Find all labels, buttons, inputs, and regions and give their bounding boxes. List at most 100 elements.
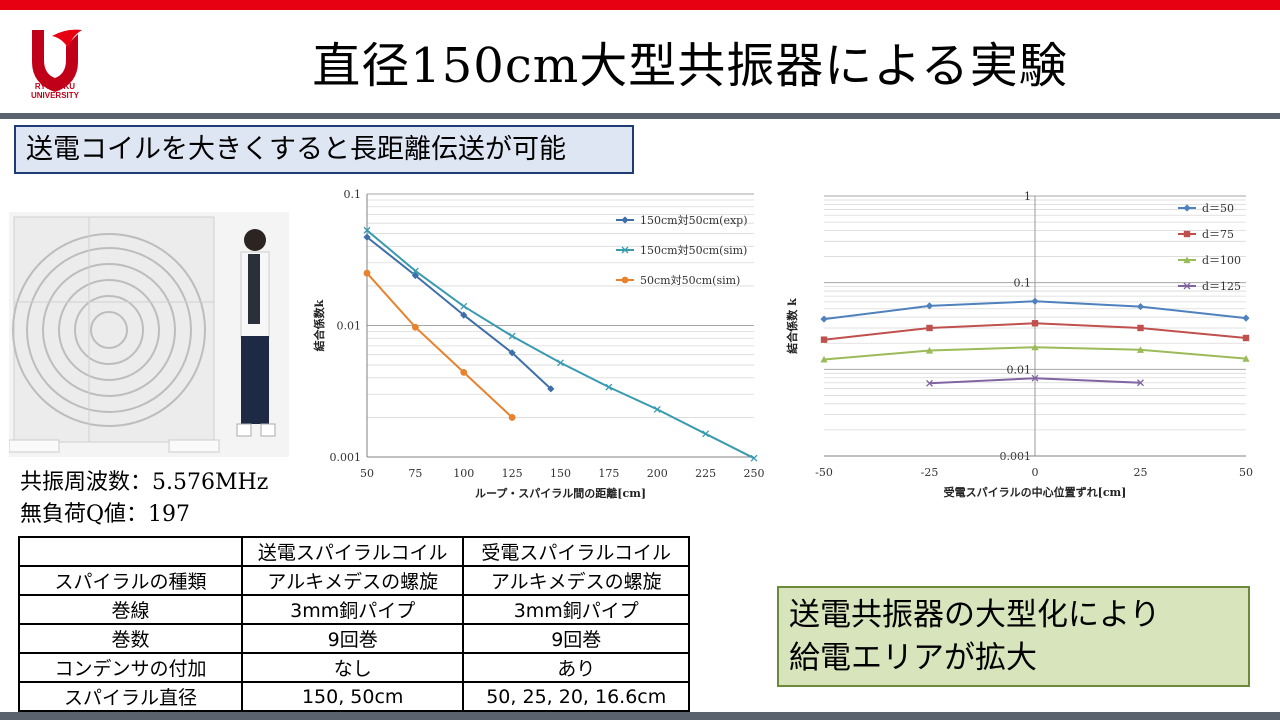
data-point [653, 405, 661, 413]
y-tick-label: 0.1 [344, 188, 362, 201]
conclusion-line-1: 送電共振器の大型化により [789, 597, 1161, 633]
conclusion-line-2: 給電エリアが拡大 [789, 640, 1037, 676]
table-row: 巻数 9回巻 9回巻 [18, 623, 690, 654]
data-point [1137, 324, 1144, 332]
table-cell: 150, 50cm [240, 681, 465, 712]
x-tick-label: 150 [550, 467, 571, 480]
table-row: 巻線 3mm銅パイプ 3mm銅パイプ [18, 594, 690, 625]
coupling-vs-offset-chart: 10.10.010.001-50 -25 0 25 50受電スパイラルの中心位置ずれ[c… [785, 190, 1253, 499]
top-accent-bar [0, 0, 1280, 10]
data-point [1183, 230, 1191, 238]
data-point [1031, 320, 1039, 327]
data-point [460, 368, 468, 376]
x-tick-label: 200 [647, 467, 668, 480]
data-point [460, 302, 468, 310]
data-point [1137, 379, 1144, 387]
table-cell: 受電スパイラルコイル [462, 536, 690, 567]
conclusion-box: 送電共振器の大型化により 給電エリアが拡大 [777, 586, 1250, 687]
table-row: スパイラル直径 150, 50cm 50, 25, 20, 16.6cm [18, 681, 690, 712]
table-cell: 送電スパイラルコイル [240, 536, 465, 567]
table-cell: 巻数 [18, 623, 243, 654]
table-cell: 3mm銅パイプ [462, 594, 690, 625]
y-tick-label: 0.01 [1007, 363, 1032, 376]
university-logo-icon [32, 29, 82, 92]
subtitle-box: 送電コイルを大きくすると長距離伝送が可能 [14, 125, 634, 174]
series-line [366, 272, 513, 419]
logo-caption: RYUKOKU UNIVERSITY [30, 82, 79, 100]
x-tick-label: 0 [1032, 466, 1039, 479]
x-axis-title: ループ・スパイラル間の距離[cm] [475, 486, 646, 500]
data-point [508, 414, 516, 421]
table-cell: 3mm銅パイプ [240, 594, 465, 625]
table-cell: アルキメデスの螺旋 [462, 565, 690, 596]
data-point [1183, 204, 1191, 212]
data-point [1031, 297, 1039, 305]
resonant-frequency: 共振周波数：5.576MHz [20, 470, 269, 495]
legend-label: d＝50 [1202, 202, 1234, 215]
legend-label: d＝100 [1202, 254, 1241, 267]
bottom-bar [0, 712, 1280, 720]
data-point [925, 302, 934, 310]
table-cell: 巻線 [18, 594, 243, 625]
x-tick-label: 100 [453, 467, 474, 480]
x-tick-label: 225 [695, 467, 716, 480]
data-point [411, 267, 419, 275]
table-cell [18, 536, 243, 567]
data-point [621, 246, 629, 254]
series-line [366, 236, 552, 390]
data-point [557, 359, 564, 367]
legend-label: 150cm対50cm(exp) [640, 213, 748, 227]
x-tick-label: 25 [1134, 466, 1148, 479]
x-axis-title: 受電スパイラルの中心位置ずれ[cm] [944, 485, 1127, 499]
coupling-vs-distance-chart: 0.1 0.01 0.001 50 75 100 125 150 175 200 225 250 ループ… [312, 188, 765, 500]
legend-label: d＝125 [1202, 280, 1241, 293]
data-point [621, 276, 629, 284]
data-point [363, 233, 371, 241]
data-point [621, 216, 629, 224]
table-header-row: 送電スパイラルコイル 受電スパイラルコイル [18, 536, 690, 567]
legend-label: 150cm対50cm(sim) [640, 243, 747, 257]
data-point [820, 355, 828, 363]
legend-label: 50cm対50cm(sim) [640, 273, 740, 287]
x-tick-label: 75 [408, 467, 422, 480]
data-point [702, 430, 710, 438]
y-tick-label: 0.01 [337, 320, 362, 333]
table-row: スパイラルの種類 アルキメデスの螺旋 アルキメデスの螺旋 [18, 565, 690, 596]
data-point [363, 226, 371, 234]
table-cell: あり [462, 652, 690, 683]
data-point [1242, 354, 1250, 362]
data-point [926, 379, 933, 387]
data-point [820, 315, 828, 323]
data-point [1242, 334, 1250, 342]
data-point [411, 271, 419, 280]
data-point [460, 311, 468, 319]
resonator-photo [9, 212, 289, 457]
data-point [363, 269, 371, 277]
y-tick-label: 0.001 [330, 451, 362, 464]
data-point [1031, 374, 1039, 382]
data-point [750, 454, 758, 462]
data-point [605, 383, 613, 391]
table-cell: 50, 25, 20, 16.6cm [462, 681, 690, 712]
data-point [1242, 314, 1250, 322]
data-point [926, 324, 933, 332]
data-point [508, 332, 516, 340]
data-point [925, 346, 934, 354]
x-tick-label: -50 [815, 466, 833, 479]
series-line [366, 229, 755, 460]
unloaded-q: 無負荷Q値：197 [20, 502, 191, 527]
table-row: コンデンサの付加 なし あり [18, 652, 690, 683]
title-divider [0, 113, 1280, 119]
table-cell: 9回巻 [240, 623, 465, 654]
data-point [1183, 256, 1191, 264]
table-cell: コンデンサの付加 [18, 652, 243, 683]
data-point [820, 336, 828, 343]
page-title: 直径150cm大型共振器による実験 [312, 38, 1068, 94]
table-cell: スパイラル直径 [18, 681, 243, 712]
x-tick-label: -25 [921, 466, 939, 479]
y-tick-label: 1 [1024, 190, 1031, 203]
x-tick-label: 50 [1239, 466, 1253, 479]
coil-comparison-table: 送電スパイラルコイル 受電スパイラルコイル スパイラルの種類 アルキメデスの螺旋… [18, 536, 690, 712]
data-point [411, 323, 419, 331]
table-cell: 9回巻 [462, 623, 690, 654]
